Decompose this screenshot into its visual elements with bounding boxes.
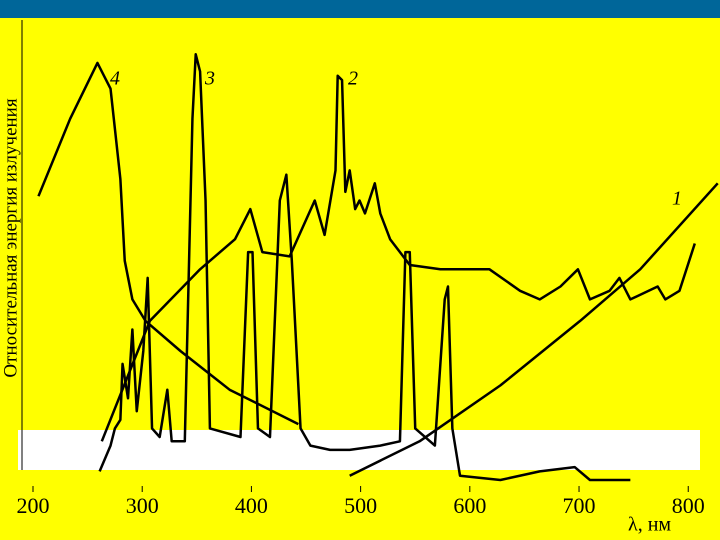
x-tick-label: 400 <box>235 493 268 518</box>
line <box>98 53 631 482</box>
line <box>37 61 299 426</box>
series-label: 1 <box>672 188 682 210</box>
x-tick-label: 800 <box>672 493 705 518</box>
top-bar <box>0 0 720 18</box>
x-tick-label: 600 <box>453 493 486 518</box>
series-label: 3 <box>204 68 215 90</box>
x-tick-label: 500 <box>344 493 377 518</box>
x-tick-label: 300 <box>126 493 159 518</box>
x-tick-label: 200 <box>17 493 50 518</box>
y-axis-label: Относительная энергия излучения <box>0 98 21 377</box>
line <box>349 182 719 477</box>
line <box>100 74 696 442</box>
x-axis-label: λ, нм <box>628 514 671 536</box>
series-label: 4 <box>110 68 120 90</box>
white-band <box>18 430 700 470</box>
series-label: 2 <box>348 68 358 90</box>
x-tick-label: 700 <box>563 493 596 518</box>
